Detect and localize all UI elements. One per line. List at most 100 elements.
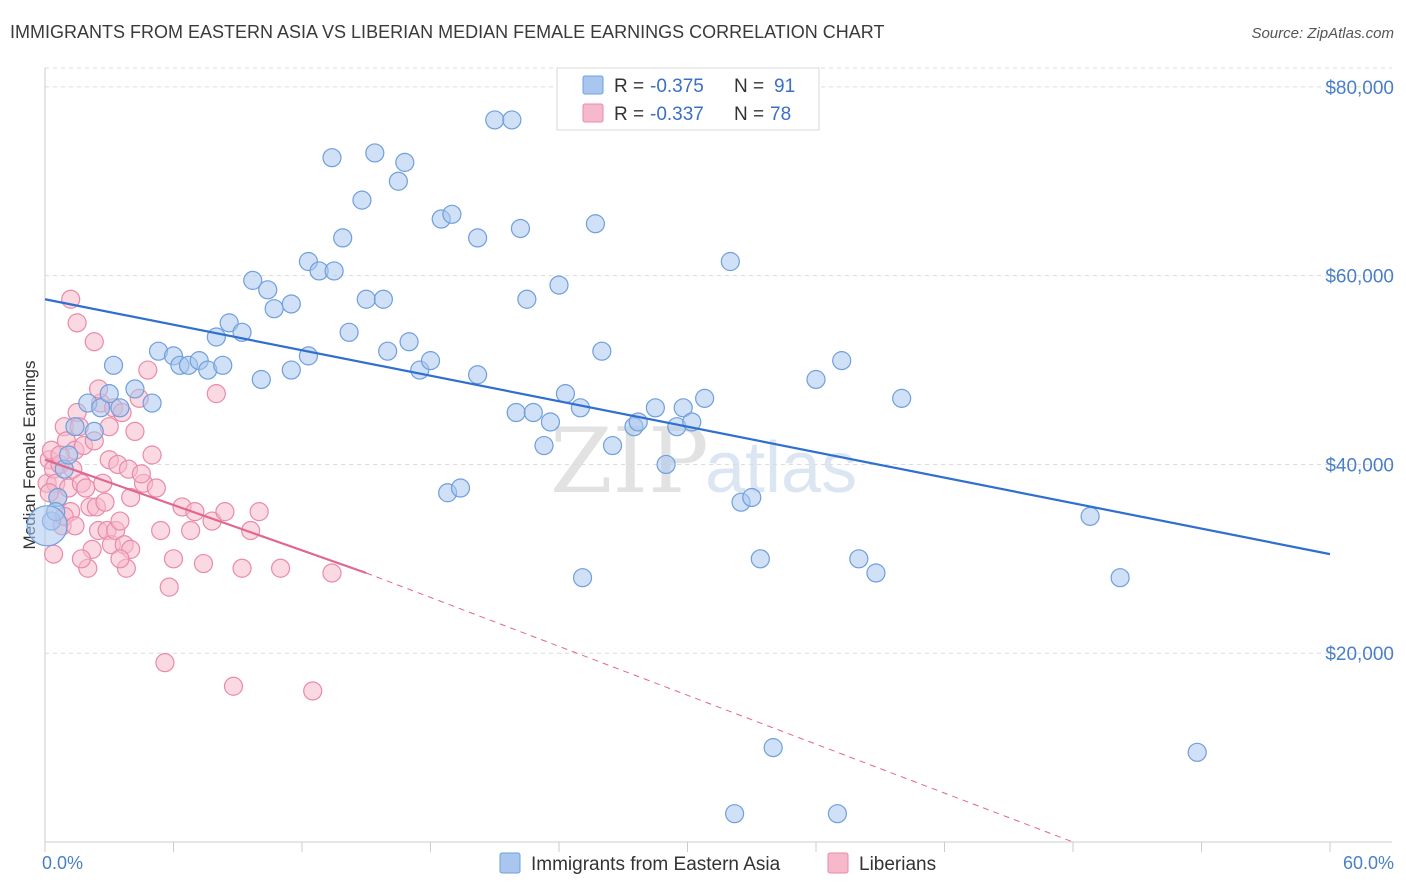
liberian-trend-extension xyxy=(366,572,1074,843)
eastern-asia-point-11 xyxy=(125,379,145,399)
eastern-asia-point-58 xyxy=(534,435,554,456)
legend-r-label-pink: R = xyxy=(614,104,644,125)
eastern-asia-point-36 xyxy=(352,190,372,210)
eastern-asia-point-42 xyxy=(395,152,415,172)
eastern-asia-point-64 xyxy=(585,214,606,234)
eastern-asia-point-76 xyxy=(725,804,745,824)
eastern-asia-point-80 xyxy=(763,738,783,758)
liberian-point-73 xyxy=(121,487,141,508)
eastern-asia-point-49 xyxy=(450,478,471,498)
liberian-point-77 xyxy=(65,516,85,536)
eastern-asia-point-20 xyxy=(206,327,226,347)
liberian-point-40 xyxy=(125,421,145,442)
x-tick-label-max: 60.0% xyxy=(1343,853,1394,873)
liberian-point-65 xyxy=(67,313,87,333)
eastern-asia-point-8 xyxy=(99,384,119,404)
liberian-point-18 xyxy=(76,478,96,498)
x-tick-label-min: 0.0% xyxy=(42,853,83,873)
eastern-asia-point-32 xyxy=(322,148,342,168)
eastern-asia-point-51 xyxy=(468,228,488,248)
liberian-point-53 xyxy=(193,553,214,574)
eastern-asia-point-61 xyxy=(555,384,576,404)
series-legend-label-pink: Liberians xyxy=(859,854,936,875)
eastern-asia-point-24 xyxy=(251,369,271,390)
liberian-point-46 xyxy=(151,520,171,541)
eastern-asia-point-86 xyxy=(892,388,912,408)
eastern-asia-point-33 xyxy=(324,261,344,281)
legend-swatch-blue xyxy=(582,75,604,95)
liberian-point-74 xyxy=(131,464,151,484)
liberian-point-44 xyxy=(142,445,162,465)
eastern-asia-point-53 xyxy=(502,110,522,130)
eastern-asia-point-66 xyxy=(602,435,623,456)
liberian-point-55 xyxy=(206,384,226,404)
eastern-asia-point-69 xyxy=(645,398,665,418)
liberian-point-49 xyxy=(163,549,184,569)
eastern-asia-point-37 xyxy=(356,289,376,309)
grid-layer: $20,000 $40,000 $60,000 $80,000 xyxy=(45,67,1394,665)
liberian-point-67 xyxy=(43,544,64,564)
eastern-asia-point-26 xyxy=(264,299,284,319)
eastern-asia-point-59 xyxy=(540,412,561,432)
eastern-asia-point-large xyxy=(26,505,68,547)
eastern-asia-point-84 xyxy=(849,549,869,569)
liberian-point-43 xyxy=(138,360,158,380)
liberian-point-45 xyxy=(146,478,166,498)
eastern-asia-point-48 xyxy=(442,204,462,224)
eastern-asia-point-28 xyxy=(281,294,301,314)
eastern-asia-point-54 xyxy=(506,402,526,423)
eastern-asia-point-43 xyxy=(399,332,419,352)
y-tick-label-3: $80,000 xyxy=(1325,78,1394,99)
eastern-asia-point-50 xyxy=(468,365,488,385)
liberians-points xyxy=(37,289,342,701)
stats-legend: R = -0.375 N = 91 R = -0.337 N = 78 xyxy=(556,67,820,131)
liberian-point-56 xyxy=(215,502,235,522)
eastern-asia-point-85 xyxy=(866,563,886,583)
eastern-asia-point-25 xyxy=(258,280,278,300)
eastern-asia-point-89 xyxy=(1187,742,1207,762)
liberian-point-63 xyxy=(322,563,342,583)
legend-n-label-blue: N = xyxy=(734,76,764,97)
eastern-asia-point-60 xyxy=(549,275,569,295)
legend-r-value-blue: -0.375 xyxy=(650,76,704,97)
liberian-point-51 xyxy=(181,520,201,541)
eastern-asia-point-57 xyxy=(523,402,543,423)
y-tick-label-1: $40,000 xyxy=(1325,455,1394,476)
eastern-asia-trend-line xyxy=(44,298,1331,556)
legend-r-value-pink: -0.337 xyxy=(650,104,704,125)
eastern-asia-point-79 xyxy=(750,549,770,569)
series-legend-label-blue: Immigrants from Eastern Asia xyxy=(531,854,781,875)
legend-r-label-blue: R = xyxy=(614,76,644,97)
legend-swatch-pink xyxy=(582,103,604,123)
series-legend: Immigrants from Eastern Asia Liberians xyxy=(499,852,936,875)
liberian-point-58 xyxy=(232,558,252,578)
eastern-asia-point-10 xyxy=(110,398,130,418)
watermark-atlas: atlas xyxy=(705,428,857,508)
liberian-point-62 xyxy=(303,681,323,701)
eastern-asia-point-81 xyxy=(806,369,826,390)
tick-layer xyxy=(44,842,1331,852)
eastern-asia-point-23 xyxy=(243,270,263,290)
eastern-asia-point-52 xyxy=(485,110,505,130)
eastern-asia-point-12 xyxy=(142,393,162,413)
liberian-point-57 xyxy=(223,676,244,696)
eastern-asia-point-74 xyxy=(695,388,715,408)
liberian-trend-line xyxy=(44,458,367,575)
eastern-asia-points xyxy=(26,110,1207,824)
series-legend-swatch-pink xyxy=(827,852,849,874)
eastern-asia-point-21 xyxy=(219,313,239,333)
eastern-asia-point-6 xyxy=(84,421,104,442)
liberian-point-60 xyxy=(249,502,269,522)
eastern-asia-point-41 xyxy=(388,171,408,191)
eastern-asia-point-19 xyxy=(213,355,233,375)
eastern-asia-point-83 xyxy=(832,351,852,371)
eastern-asia-point-34 xyxy=(333,228,353,248)
trend-layer xyxy=(44,298,1331,843)
eastern-asia-point-55 xyxy=(510,218,531,239)
y-tick-label-2: $60,000 xyxy=(1325,267,1394,288)
eastern-asia-point-39 xyxy=(373,289,393,309)
eastern-asia-point-65 xyxy=(592,341,612,361)
eastern-asia-point-87 xyxy=(1080,506,1100,526)
eastern-asia-point-45 xyxy=(420,351,441,371)
